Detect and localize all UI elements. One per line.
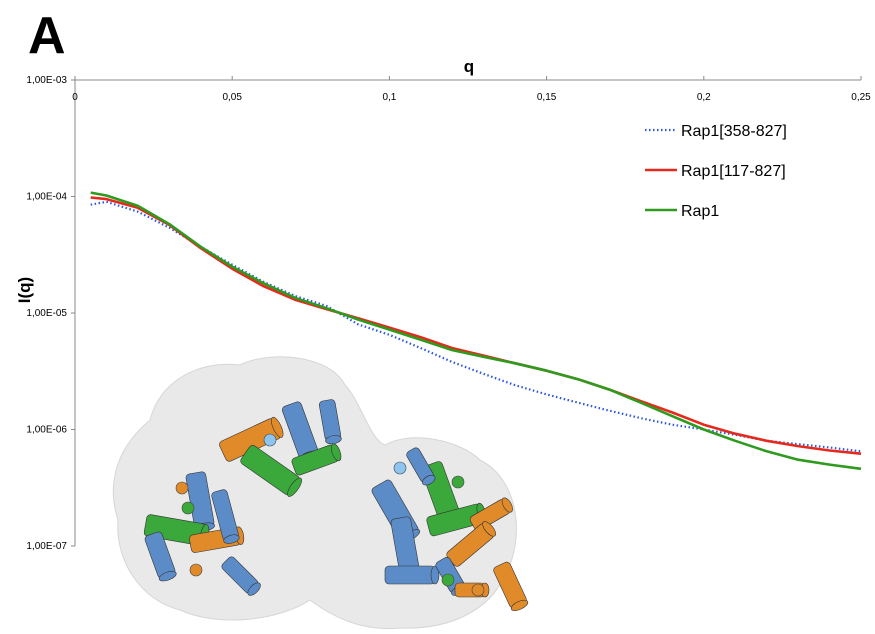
helix-cap [393,461,407,475]
helix [469,497,513,531]
panel-label: A [28,7,66,65]
helix [219,416,284,462]
helix [144,531,177,582]
x-tick-label: 0,25 [851,92,871,103]
helix [406,447,436,486]
legend-label: Rap1[117-827] [681,163,786,180]
helix [240,445,302,497]
x-axis-label: q [464,57,474,76]
helix-cap [263,433,277,447]
helix [211,489,240,544]
x-tick-label: 0 [72,92,78,103]
series-layer [90,191,862,471]
y-tick-label: 1,00E-03 [26,75,67,86]
helix-cap [441,573,455,587]
helix [221,556,261,596]
y-tick-label: 1,00E-07 [26,541,67,552]
helix [493,561,529,611]
helix [291,443,342,476]
helix-cap [175,481,189,495]
x-tick-label: 0,15 [537,92,557,103]
y-tick-label: 1,00E-06 [26,425,67,436]
helix-cap [189,563,203,577]
legend: Rap1[358-827] Rap1[117-827] Rap1 [645,123,787,220]
series-line [90,191,862,471]
helix [384,565,440,585]
helix-cap [451,475,465,489]
x-tick-label: 0,2 [697,92,711,103]
y-tick-label: 1,00E-05 [26,308,67,319]
x-tick-labels: 0 0,05 0,1 0,15 0,2 0,25 [72,76,871,103]
x-tick-label: 0,05 [222,92,242,103]
helix-cap [181,501,195,515]
helix [318,399,342,445]
y-axis-label: I(q) [15,277,34,303]
y-tick-label: 1,00E-04 [26,192,67,203]
legend-label: Rap1 [681,203,719,220]
legend-label: Rap1[358-827] [681,123,787,140]
y-tick-labels: 1,00E-03 1,00E-04 1,00E-05 1,00E-06 1,00E-07 [26,75,75,552]
helix-cylinders [143,399,529,611]
protein-structure-illustration [112,356,529,630]
helix-cap [471,583,485,597]
x-tick-label: 0,1 [382,92,396,103]
